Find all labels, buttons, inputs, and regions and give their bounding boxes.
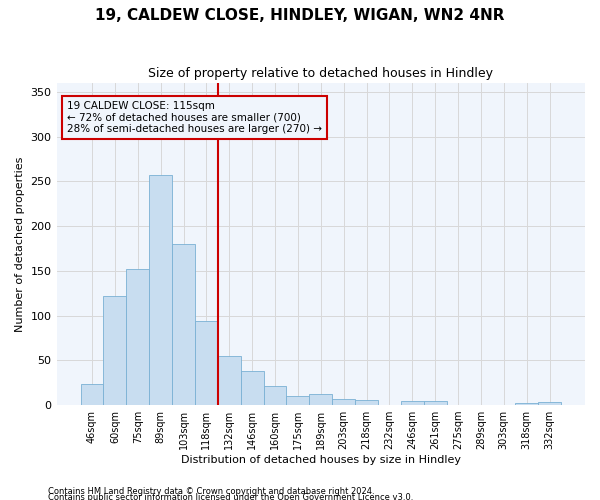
Bar <box>195 321 218 405</box>
Text: 19, CALDEW CLOSE, HINDLEY, WIGAN, WN2 4NR: 19, CALDEW CLOSE, HINDLEY, WIGAN, WN2 4N… <box>95 8 505 22</box>
Bar <box>538 402 561 405</box>
Bar <box>241 371 263 405</box>
Bar <box>401 400 424 405</box>
Text: Contains public sector information licensed under the Open Government Licence v3: Contains public sector information licen… <box>48 492 413 500</box>
Bar <box>355 400 378 405</box>
Y-axis label: Number of detached properties: Number of detached properties <box>15 156 25 332</box>
Bar <box>310 394 332 405</box>
Bar <box>149 175 172 405</box>
Bar <box>127 269 149 405</box>
Bar <box>172 244 195 405</box>
Bar <box>80 384 103 405</box>
Text: Contains HM Land Registry data © Crown copyright and database right 2024.: Contains HM Land Registry data © Crown c… <box>48 487 374 496</box>
Title: Size of property relative to detached houses in Hindley: Size of property relative to detached ho… <box>148 68 493 80</box>
Bar <box>332 399 355 405</box>
Bar <box>286 396 310 405</box>
Bar <box>218 356 241 405</box>
Bar <box>515 404 538 405</box>
X-axis label: Distribution of detached houses by size in Hindley: Distribution of detached houses by size … <box>181 455 461 465</box>
Bar <box>103 296 127 405</box>
Text: 19 CALDEW CLOSE: 115sqm
← 72% of detached houses are smaller (700)
28% of semi-d: 19 CALDEW CLOSE: 115sqm ← 72% of detache… <box>67 101 322 134</box>
Bar <box>424 400 446 405</box>
Bar <box>263 386 286 405</box>
